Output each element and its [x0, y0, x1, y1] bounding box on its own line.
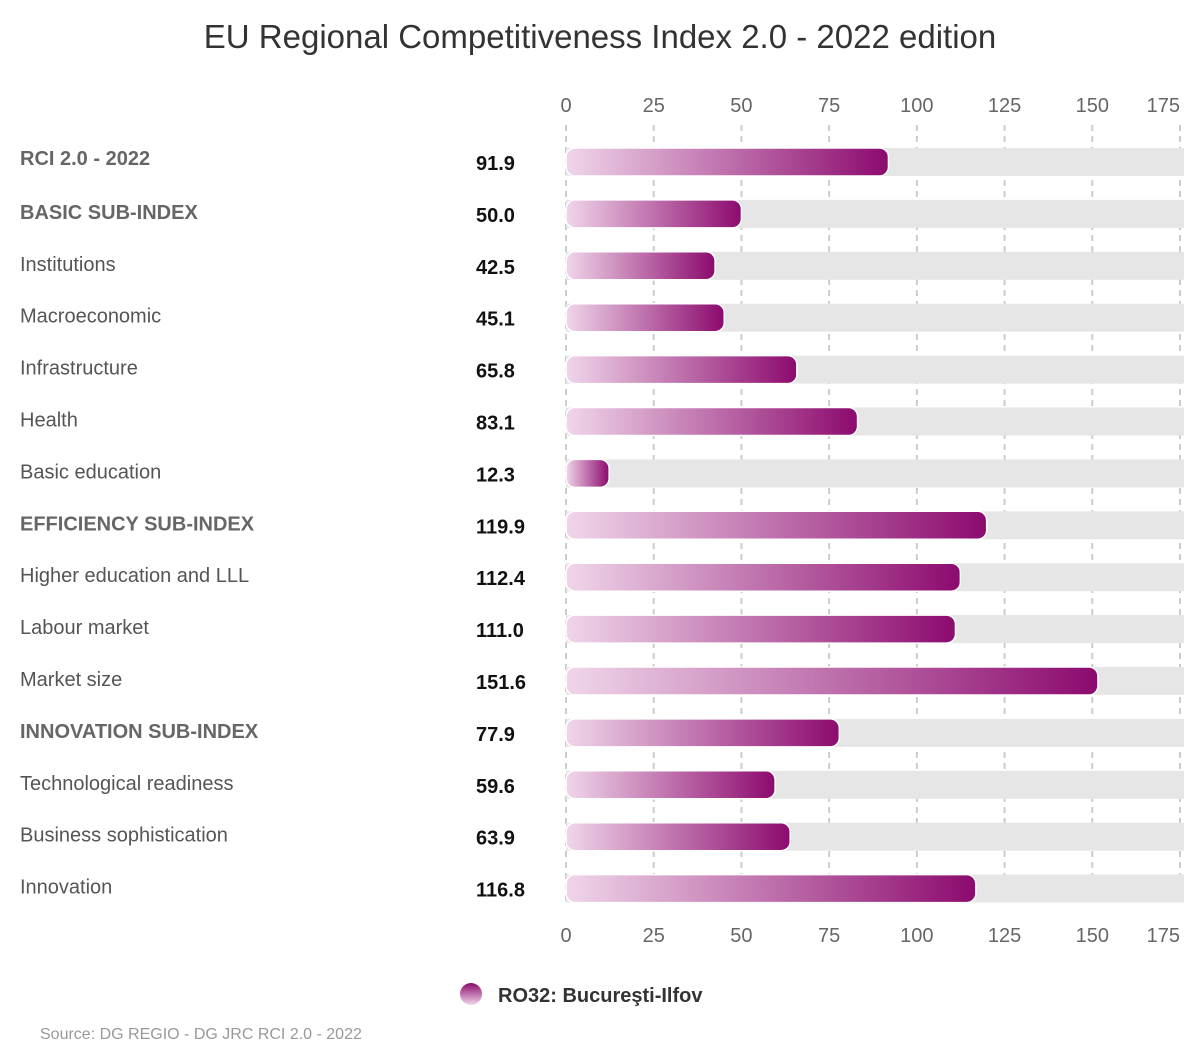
- data-label: 112.4: [476, 568, 526, 590]
- bar[interactable]: [565, 510, 988, 541]
- legend-label[interactable]: RO32: Bucureşti-Ilfov: [498, 985, 703, 1007]
- x-tick-label-top: 100: [900, 95, 933, 117]
- source-note: Source: DG REGIO - DG JRC RCI 2.0 - 2022: [40, 1026, 362, 1043]
- category-label: EFFICIENCY SUB-INDEX: [20, 513, 255, 535]
- bar[interactable]: [565, 354, 798, 385]
- x-tick-label-bottom: 25: [643, 925, 665, 947]
- bar[interactable]: [565, 873, 977, 904]
- legend-swatch[interactable]: [460, 983, 482, 1005]
- data-label: 83.1: [476, 413, 515, 435]
- category-label: Infrastructure: [20, 358, 138, 380]
- bar[interactable]: [565, 302, 725, 333]
- bar[interactable]: [565, 666, 1099, 696]
- bar[interactable]: [565, 821, 791, 852]
- x-tick-label-bottom: 0: [560, 925, 571, 947]
- x-tick-label-top: 0: [560, 95, 571, 117]
- category-labels: RCI 2.0 - 2022 BASIC SUB-INDEX Institution…: [20, 148, 259, 899]
- chart-title: EU Regional Competitiveness Index 2.0 - …: [204, 18, 996, 55]
- category-label: INNOVATION SUB-INDEX: [20, 721, 259, 743]
- bars: [565, 147, 1184, 904]
- category-label: Macroeconomic: [20, 306, 161, 328]
- data-label: 91.9: [476, 153, 515, 175]
- x-tick-label-bottom: 100: [900, 925, 933, 947]
- bar[interactable]: [565, 406, 859, 437]
- x-tick-label-bottom: 150: [1076, 925, 1109, 947]
- x-tick-label-top: 175: [1147, 95, 1180, 117]
- bar-track: [566, 459, 1184, 488]
- data-label: 50.0: [476, 205, 515, 227]
- x-tick-label-top: 150: [1076, 95, 1109, 117]
- bar[interactable]: [565, 718, 841, 748]
- bar[interactable]: [565, 147, 890, 177]
- category-label: Business sophistication: [20, 825, 228, 847]
- category-label: Institutions: [20, 254, 116, 276]
- category-label: BASIC SUB-INDEX: [20, 202, 198, 224]
- legend[interactable]: RO32: Bucureşti-Ilfov: [460, 983, 703, 1007]
- bar[interactable]: [565, 458, 610, 489]
- x-tick-label-top: 50: [730, 95, 752, 117]
- value-labels: 91.9 50.0 42.5 45.1 65.8 83.1 12.3 119.9 112.4 11…: [476, 153, 526, 902]
- data-label: 59.6: [476, 776, 515, 798]
- category-label: Health: [20, 410, 78, 432]
- data-label: 12.3: [476, 464, 515, 486]
- data-label: 119.9: [476, 516, 525, 538]
- category-label: Market size: [20, 669, 122, 691]
- bar[interactable]: [565, 251, 716, 281]
- data-label: 63.9: [476, 828, 515, 850]
- x-tick-label-top: 125: [988, 95, 1021, 117]
- data-label: 111.0: [476, 620, 524, 642]
- data-label: 45.1: [476, 309, 515, 331]
- x-tick-label-bottom: 175: [1147, 925, 1180, 947]
- category-label: Basic education: [20, 461, 161, 483]
- category-label: Labour market: [20, 617, 149, 639]
- axis-ticks: 0 0 25 25 50 50 75 75 100 100 125 125 150 150 175 175: [560, 95, 1180, 947]
- category-label: RCI 2.0 - 2022: [20, 148, 150, 170]
- x-tick-label-top: 25: [643, 95, 665, 117]
- data-label: 65.8: [476, 361, 515, 383]
- x-tick-label-bottom: 75: [818, 925, 840, 947]
- x-tick-label-bottom: 125: [988, 925, 1021, 947]
- bar[interactable]: [565, 770, 776, 800]
- category-label: Higher education and LLL: [20, 565, 249, 587]
- category-label: Innovation: [20, 877, 112, 899]
- x-tick-label-top: 75: [818, 95, 840, 117]
- data-label: 77.9: [476, 724, 515, 746]
- bar[interactable]: [565, 614, 957, 644]
- data-label: 151.6: [476, 672, 526, 694]
- x-tick-label-bottom: 50: [730, 925, 752, 947]
- category-label: Technological readiness: [20, 773, 233, 795]
- bar[interactable]: [565, 199, 743, 229]
- bar[interactable]: [565, 562, 962, 592]
- data-label: 42.5: [476, 257, 515, 279]
- data-label: 116.8: [476, 880, 525, 902]
